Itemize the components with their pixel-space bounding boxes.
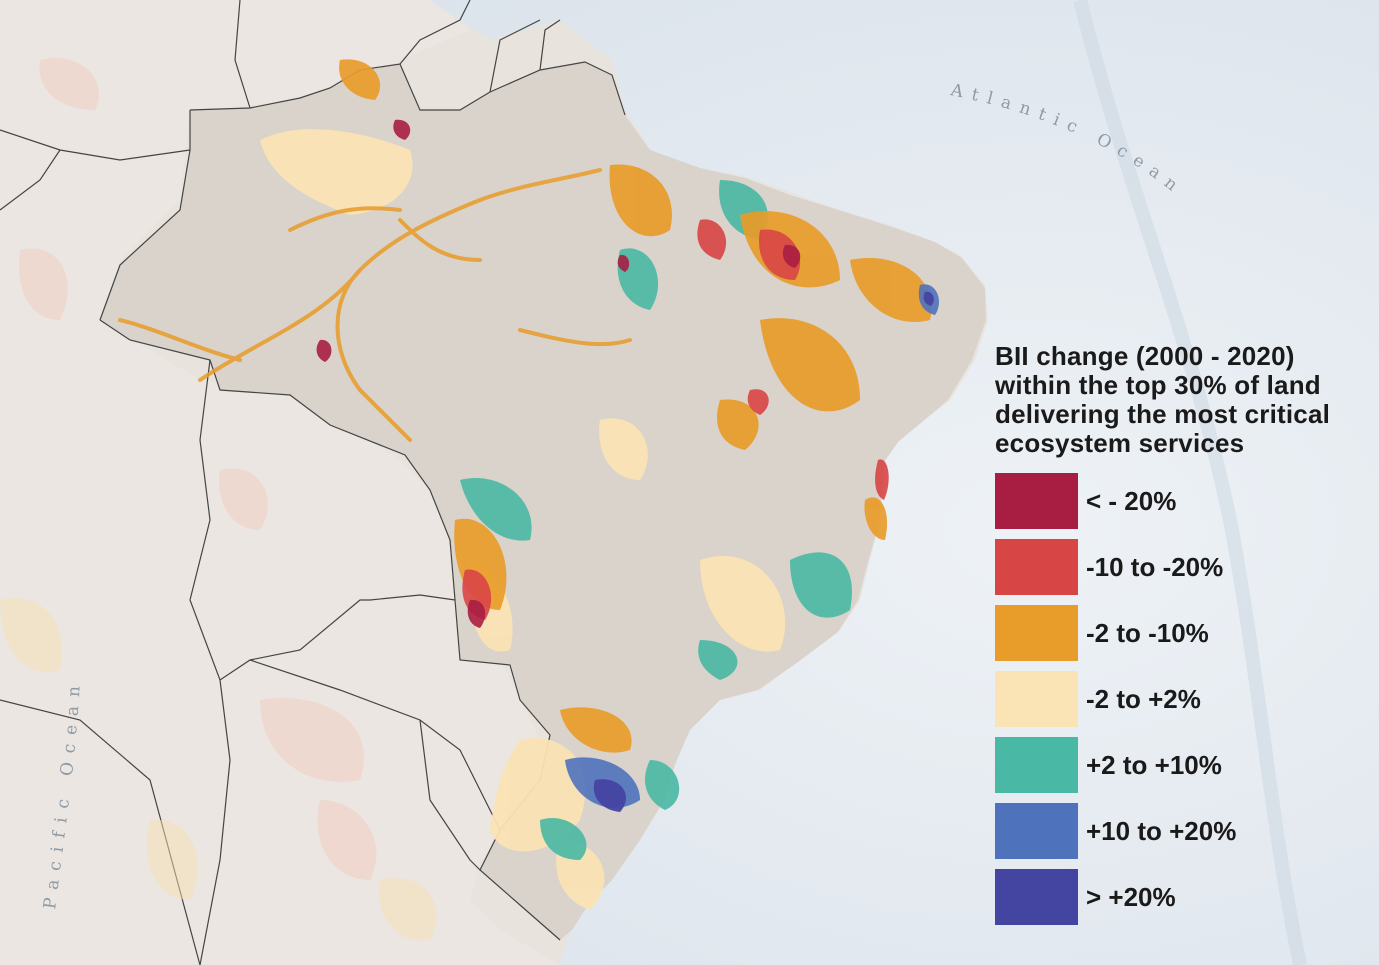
legend-swatch: [995, 737, 1078, 793]
legend-item: -2 to +2%: [995, 666, 1375, 732]
legend-item: -2 to -10%: [995, 600, 1375, 666]
legend-title: BII change (2000 - 2020) within the top …: [995, 342, 1375, 458]
legend-item: > +20%: [995, 864, 1375, 930]
legend-label: -10 to -20%: [1086, 551, 1224, 582]
legend-swatch: [995, 539, 1078, 595]
legend-label: < - 20%: [1086, 485, 1177, 516]
legend-title-line: delivering the most critical: [995, 399, 1331, 429]
legend-label: > +20%: [1086, 881, 1176, 912]
legend-title-line: BII change (2000 - 2020): [995, 341, 1295, 371]
legend-swatch: [995, 869, 1078, 925]
bii-change-patches: [0, 58, 940, 941]
legend-swatch: [995, 473, 1078, 529]
legend-title-line: ecosystem services: [995, 428, 1245, 458]
brazil-land: [100, 62, 986, 940]
legend-swatch: [995, 671, 1078, 727]
legend-item: -10 to -20%: [995, 534, 1375, 600]
legend-swatch: [995, 803, 1078, 859]
legend-item: < - 20%: [995, 468, 1375, 534]
legend-title-line: within the top 30% of land: [995, 370, 1321, 400]
legend-label: -2 to -10%: [1086, 617, 1209, 648]
atlantic-ridge: [1073, 0, 1307, 965]
legend-item: +10 to +20%: [995, 798, 1375, 864]
legend-item: +2 to +10%: [995, 732, 1375, 798]
legend-label: -2 to +2%: [1086, 683, 1201, 714]
legend: BII change (2000 - 2020) within the top …: [995, 342, 1375, 930]
legend-label: +10 to +20%: [1086, 815, 1237, 846]
legend-swatch: [995, 605, 1078, 661]
legend-label: +2 to +10%: [1086, 749, 1222, 780]
